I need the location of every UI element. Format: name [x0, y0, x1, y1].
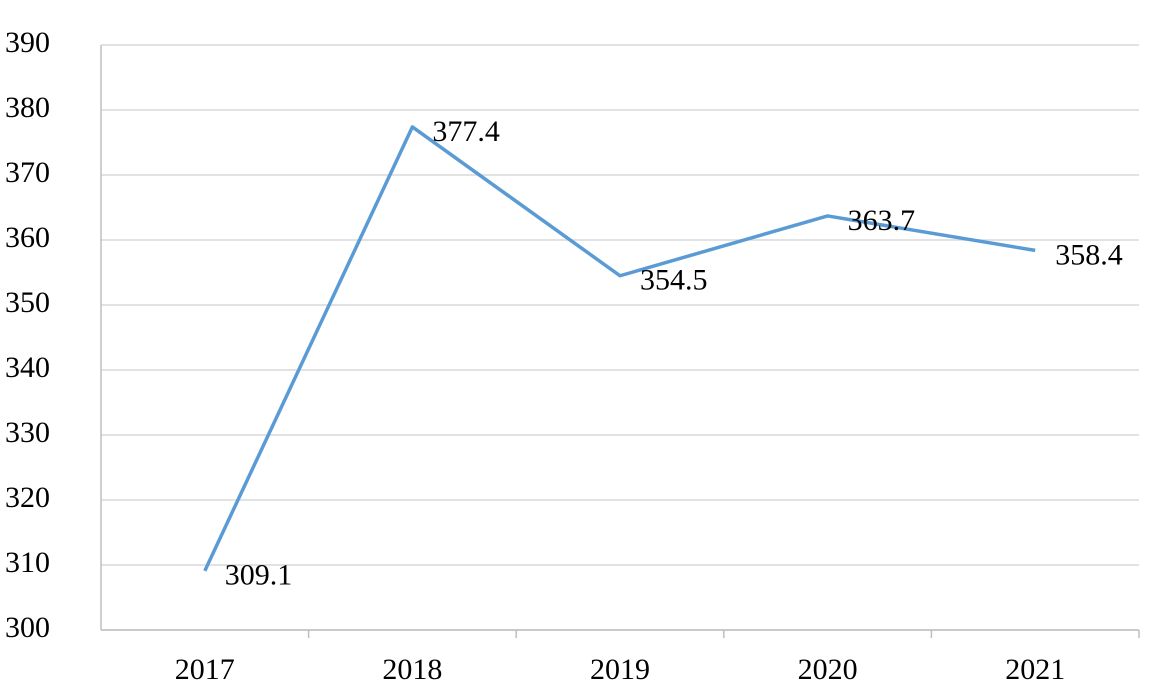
y-tick-label: 330 [5, 416, 50, 449]
chart: 300 310 320 330 340 350 360 370 380 390 2017 2018 20… [0, 0, 1152, 691]
y-tick-label: 340 [5, 351, 50, 384]
data-label: 309.1 [225, 559, 292, 592]
y-tick-label: 300 [5, 611, 50, 644]
y-tick-label: 390 [5, 26, 50, 59]
y-tick-label: 380 [5, 91, 50, 124]
x-tick-label: 2017 [175, 653, 235, 686]
x-tick-label: 2019 [590, 653, 650, 686]
data-label: 363.7 [848, 204, 916, 237]
data-label: 358.4 [1055, 238, 1123, 271]
y-tick-label: 320 [5, 481, 50, 514]
x-tick-label: 2021 [1005, 653, 1065, 686]
y-tick-label: 350 [5, 286, 50, 319]
x-tick-label: 2018 [382, 653, 442, 686]
data-label: 377.4 [432, 115, 500, 148]
data-line [205, 127, 1035, 571]
x-tick-label: 2020 [798, 653, 858, 686]
y-tick-label: 360 [5, 221, 50, 254]
y-tick-label: 370 [5, 156, 50, 189]
data-label: 354.5 [640, 264, 708, 297]
y-tick-label: 310 [5, 546, 50, 579]
